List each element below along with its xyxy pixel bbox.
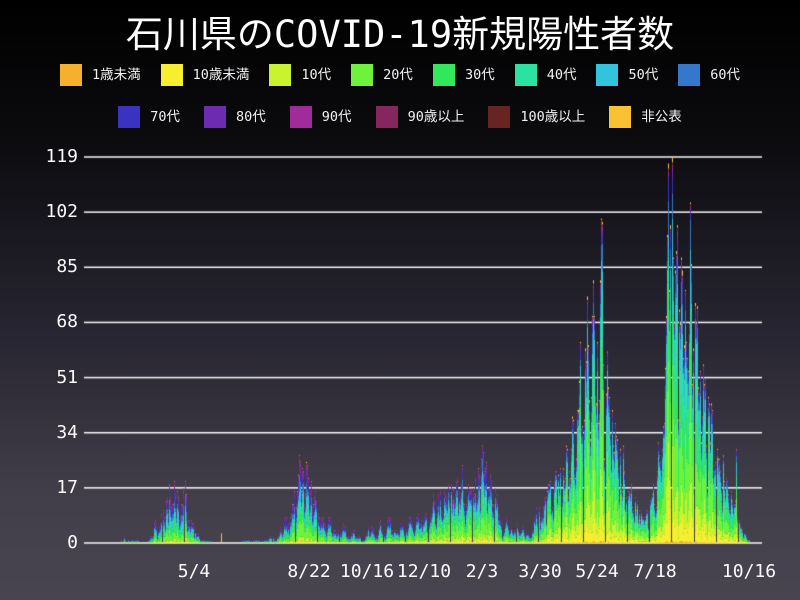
legend-item-非公表: 非公表 <box>609 106 682 128</box>
legend-label: 1歳未満 <box>92 67 141 83</box>
legend-swatch-icon <box>351 64 374 86</box>
legend-item-40代: 40代 <box>514 64 577 86</box>
legend-swatch-icon <box>375 106 398 128</box>
legend-label: 10代 <box>301 67 332 83</box>
legend-item-10歳未満: 10歳未満 <box>160 64 250 86</box>
legend-swatch-icon <box>432 64 455 86</box>
legend-item-1歳未満: 1歳未満 <box>60 64 141 86</box>
y-tick-label: 0 <box>67 532 78 553</box>
legend-label: 80代 <box>236 109 266 125</box>
legend-item-90代: 90代 <box>289 106 352 128</box>
y-tick-label: 85 <box>56 256 78 278</box>
legend-item-30代: 30代 <box>432 64 495 86</box>
legend-item-10代: 10代 <box>269 64 331 86</box>
legend-label: 50代 <box>628 67 659 83</box>
x-tick-label: 2/3 <box>465 561 499 582</box>
y-tick-label: 68 <box>56 311 78 333</box>
legend-item-50代: 50代 <box>596 64 658 86</box>
legend-item-90歳以上: 90歳以上 <box>375 106 465 128</box>
legend-row-1: 1歳未満 10歳未満 10代 20代 30代 40代 50代 60代 <box>0 64 800 86</box>
legend-swatch-icon <box>609 106 632 128</box>
x-tick-label: 5/24 <box>575 561 619 582</box>
y-tick-label: 102 <box>45 201 78 223</box>
legend-label: 20代 <box>383 67 413 83</box>
x-tick-label: 3/30 <box>518 561 562 582</box>
legend-swatch-icon <box>514 64 537 86</box>
x-tick-label: 7/18 <box>633 561 677 582</box>
legend-swatch-icon <box>204 106 227 128</box>
legend-swatch-icon <box>289 106 312 128</box>
legend-label: 70代 <box>150 109 181 125</box>
legend-item-100歳以上: 100歳以上 <box>488 106 585 128</box>
legend-swatch-icon <box>60 64 82 86</box>
legend-label: 90代 <box>321 109 352 125</box>
legend-label: 60代 <box>710 67 740 83</box>
x-tick-label: 10/16 <box>339 561 395 582</box>
legend-label: 10歳未満 <box>192 67 250 83</box>
legend-swatch-icon <box>596 64 619 86</box>
legend-item-70代: 70代 <box>118 106 180 128</box>
legend-label: 100歳以上 <box>520 109 586 125</box>
legend-item-20代: 20代 <box>351 64 413 86</box>
legend-row-2: 70代 80代 90代 90歳以上 100歳以上 非公表 <box>0 106 800 128</box>
legend-label: 30代 <box>464 67 495 83</box>
legend-item-60代: 60代 <box>678 64 740 86</box>
legend-label: 非公表 <box>641 109 682 125</box>
x-tick-label: 5/4 <box>177 561 211 582</box>
legend-swatch-icon <box>118 106 141 128</box>
legend-swatch-icon <box>678 64 701 86</box>
x-tick-label: 8/22 <box>287 561 331 582</box>
legend-swatch-icon <box>488 106 511 128</box>
chart-title: 石川県のCOVID-19新規陽性者数 <box>125 13 675 56</box>
y-tick-label: 119 <box>45 146 78 167</box>
legend-item-80代: 80代 <box>204 106 266 128</box>
y-tick-label: 51 <box>56 366 78 388</box>
legend-swatch-icon <box>269 64 292 86</box>
legend-swatch-icon <box>160 64 183 86</box>
legend-label: 90歳以上 <box>407 109 465 125</box>
legend-label: 40代 <box>546 67 577 83</box>
x-tick-label: 12/10 <box>396 561 452 582</box>
x-tick-label: 10/16 <box>721 561 777 582</box>
y-tick-label: 17 <box>56 476 78 498</box>
y-tick-label: 34 <box>56 421 78 443</box>
